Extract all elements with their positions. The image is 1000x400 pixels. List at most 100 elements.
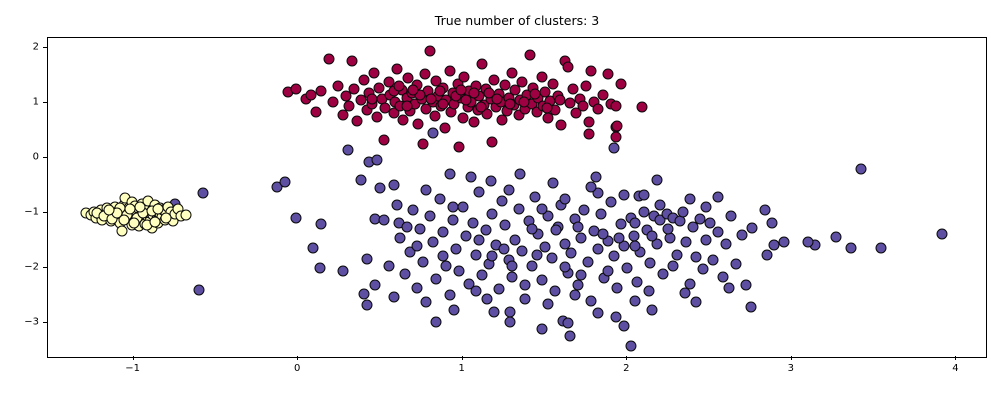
scatter-point-cluster-blue: [536, 274, 548, 286]
scatter-point-cluster-blue: [662, 223, 674, 235]
scatter-point-cluster-blue: [536, 323, 548, 335]
y-tick-mark: [43, 102, 47, 103]
scatter-point-cluster-blue: [572, 221, 584, 233]
scatter-point-cluster-blue: [590, 171, 602, 183]
scatter-point-cluster-blue: [597, 228, 609, 240]
scatter-point-cluster-blue: [717, 271, 729, 283]
scatter-point-cluster-red: [437, 98, 449, 110]
scatter-point-cluster-blue: [358, 288, 370, 300]
scatter-point-cluster-blue: [526, 223, 538, 235]
scatter-point-cluster-red: [425, 93, 437, 105]
scatter-point-cluster-blue: [486, 208, 498, 220]
scatter-point-cluster-red: [518, 96, 530, 108]
scatter-point-cluster-blue: [437, 250, 449, 262]
scatter-point-cluster-red: [429, 110, 441, 122]
scatter-point-cluster-red: [420, 103, 432, 115]
scatter-point-cluster-blue: [427, 127, 439, 139]
scatter-point-cluster-blue: [725, 210, 737, 222]
scatter-point-cluster-red: [499, 79, 511, 91]
scatter-point-cluster-blue: [936, 228, 948, 240]
scatter-point-cluster-red: [475, 101, 487, 113]
scatter-point-cluster-red: [343, 100, 355, 112]
scatter-point-cluster-red: [504, 98, 516, 110]
scatter-point-cluster-red: [577, 100, 589, 112]
scatter-point-cluster-blue: [546, 252, 558, 264]
x-tick-label: 2: [623, 363, 630, 374]
scatter-point-cluster-blue: [646, 304, 658, 316]
x-tick-label: 4: [952, 363, 959, 374]
scatter-point-cluster-red: [491, 93, 503, 105]
scatter-point-cluster-red: [393, 80, 405, 92]
scatter-point-cluster-red: [351, 115, 363, 127]
scatter-point-cluster-blue: [575, 269, 587, 281]
y-tick-label: 2: [32, 41, 39, 53]
scatter-point-cluster-blue: [730, 258, 742, 270]
scatter-point-cluster-blue: [453, 265, 465, 277]
scatter-point-cluster-blue: [690, 296, 702, 308]
scatter-point-cluster-red: [529, 88, 541, 100]
scatter-point-cluster-red: [366, 93, 378, 105]
scatter-point-cluster-blue: [855, 163, 867, 175]
scatter-point-cluster-red: [611, 120, 623, 132]
scatter-point-cluster-red: [368, 67, 380, 79]
y-tick-label: −3: [24, 316, 39, 328]
scatter-point-cluster-blue: [559, 238, 571, 249]
scatter-point-cluster-red: [290, 83, 302, 95]
scatter-point-cluster-red: [468, 87, 480, 99]
scatter-point-cluster-blue: [736, 229, 748, 241]
scatter-point-cluster-red: [506, 67, 518, 79]
x-tick-label: 0: [293, 363, 301, 374]
scatter-point-cluster-blue: [621, 262, 633, 274]
scatter-point-cluster-blue: [486, 250, 498, 262]
scatter-point-cluster-blue: [592, 243, 604, 255]
y-tick-label: 1: [32, 96, 39, 108]
scatter-point-cluster-blue: [564, 330, 576, 341]
scatter-point-cluster-yellow: [124, 203, 136, 215]
scatter-point-cluster-red: [567, 83, 579, 95]
scatter-point-cluster-red: [424, 45, 436, 57]
scatter-point-cluster-blue: [644, 257, 656, 269]
scatter-point-cluster-blue: [569, 289, 581, 301]
scatter-point-cluster-red: [455, 84, 467, 96]
scatter-point-cluster-blue: [444, 289, 456, 301]
scatter-point-cluster-blue: [473, 186, 485, 198]
scatter-point-cluster-blue: [746, 222, 758, 234]
scatter-point-cluster-blue: [549, 285, 561, 297]
scatter-point-cluster-red: [434, 85, 446, 97]
scatter-point-cluster-blue: [388, 179, 400, 191]
scatter-point-cluster-red: [583, 116, 595, 128]
scatter-point-cluster-blue: [766, 217, 778, 229]
scatter-point-cluster-blue: [802, 236, 814, 248]
scatter-point-cluster-blue: [723, 282, 735, 294]
scatter-point-cluster-red: [305, 89, 317, 101]
scatter-point-cluster-red: [444, 65, 456, 77]
scatter-point-cluster-blue: [197, 187, 209, 199]
scatter-point-cluster-blue: [707, 254, 719, 266]
scatter-point-cluster-blue: [629, 240, 641, 252]
scatter-point-cluster-blue: [578, 204, 590, 216]
scatter-point-cluster-yellow: [118, 214, 130, 226]
scatter-point-cluster-blue: [411, 240, 423, 252]
scatter-point-cluster-blue: [493, 283, 505, 295]
scatter-point-cluster-blue: [414, 223, 426, 235]
scatter-point-cluster-red: [554, 94, 566, 106]
scatter-point-cluster-blue: [778, 236, 790, 248]
scatter-point-cluster-blue: [684, 193, 696, 205]
scatter-point-cluster-blue: [657, 268, 669, 280]
scatter-point-cluster-red: [597, 89, 609, 101]
scatter-point-cluster-blue: [476, 269, 488, 281]
scatter-point-cluster-blue: [427, 236, 439, 248]
x-tick-mark: [461, 356, 463, 360]
scatter-point-cluster-red: [486, 136, 498, 148]
plot-area: [47, 37, 987, 358]
scatter-point-cluster-red: [457, 112, 469, 124]
y-tick-label: −1: [24, 206, 39, 218]
scatter-point-cluster-blue: [526, 260, 538, 272]
scatter-point-cluster-blue: [513, 203, 525, 215]
scatter-point-cluster-blue: [314, 262, 326, 274]
scatter-point-cluster-blue: [611, 282, 623, 294]
scatter-point-cluster-red: [323, 53, 335, 65]
scatter-point-cluster-red: [397, 114, 409, 126]
scatter-point-cluster-blue: [585, 181, 597, 193]
